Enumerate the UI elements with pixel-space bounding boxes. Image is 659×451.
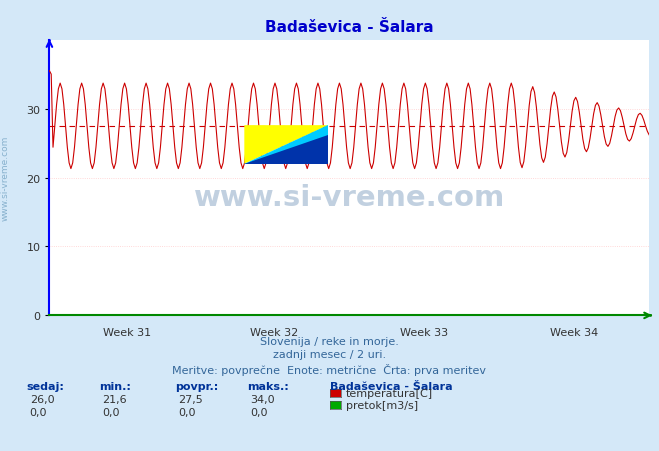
Text: Week 33: Week 33 <box>400 327 448 337</box>
Text: 27,5: 27,5 <box>178 395 203 405</box>
Text: 0,0: 0,0 <box>250 407 268 417</box>
Text: 0,0: 0,0 <box>178 407 196 417</box>
Polygon shape <box>244 135 328 164</box>
Text: 0,0: 0,0 <box>102 407 120 417</box>
Title: Badaševica - Šalara: Badaševica - Šalara <box>265 20 434 35</box>
Text: sedaj:: sedaj: <box>26 381 64 391</box>
Text: www.si-vreme.com: www.si-vreme.com <box>194 184 505 212</box>
Text: min.:: min.: <box>99 381 130 391</box>
Text: Week 31: Week 31 <box>103 327 152 337</box>
Text: povpr.:: povpr.: <box>175 381 218 391</box>
Text: 26,0: 26,0 <box>30 395 54 405</box>
Text: www.si-vreme.com: www.si-vreme.com <box>1 136 10 221</box>
Polygon shape <box>244 126 328 164</box>
Text: Week 32: Week 32 <box>250 327 299 337</box>
Text: Slovenija / reke in morje.: Slovenija / reke in morje. <box>260 336 399 346</box>
Text: temperatura[C]: temperatura[C] <box>346 388 433 398</box>
Text: Meritve: povprečne  Enote: metrične  Črta: prva meritev: Meritve: povprečne Enote: metrične Črta:… <box>173 363 486 375</box>
Text: pretok[m3/s]: pretok[m3/s] <box>346 400 418 410</box>
Text: 21,6: 21,6 <box>102 395 127 405</box>
Text: Week 34: Week 34 <box>550 327 598 337</box>
Text: 34,0: 34,0 <box>250 395 275 405</box>
Text: 0,0: 0,0 <box>30 407 47 417</box>
Polygon shape <box>244 126 328 164</box>
Text: zadnji mesec / 2 uri.: zadnji mesec / 2 uri. <box>273 350 386 359</box>
Text: maks.:: maks.: <box>247 381 289 391</box>
Text: Badaševica - Šalara: Badaševica - Šalara <box>330 381 452 391</box>
